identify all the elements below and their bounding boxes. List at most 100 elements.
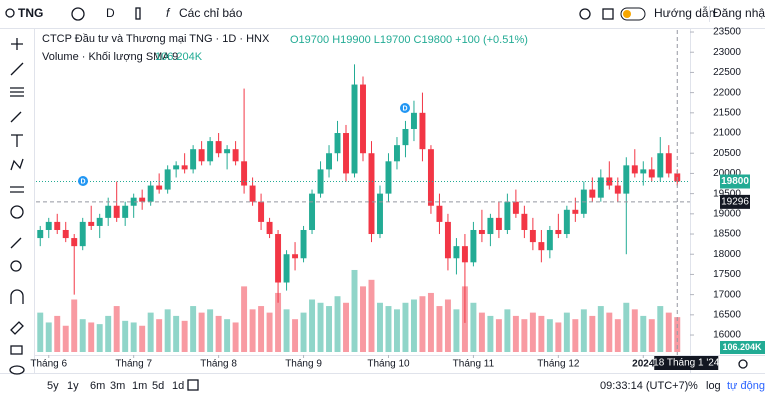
volume-bar: [580, 309, 587, 352]
volume-bar: [309, 299, 316, 352]
price-tick-label: 17500: [713, 269, 741, 280]
candle-body: [402, 128, 409, 146]
candle-body: [419, 112, 426, 150]
price-tick-label: 21000: [713, 128, 741, 139]
range-button[interactable]: 1d: [172, 380, 184, 392]
ruler-tool[interactable]: [10, 237, 22, 249]
candle-body: [614, 185, 621, 194]
candle-body: [512, 201, 519, 214]
magnet-tool[interactable]: [10, 289, 24, 304]
price-tick-label: 16000: [713, 330, 741, 341]
auto-toggle[interactable]: tự động: [727, 380, 765, 392]
range-button[interactable]: 1y: [67, 380, 79, 392]
volume-bar: [606, 312, 613, 352]
visibility-tool[interactable]: [9, 365, 25, 375]
candle-body: [317, 169, 324, 194]
volume-bar: [394, 309, 400, 352]
add-icon[interactable]: [71, 7, 85, 21]
volume-bar: [410, 299, 417, 352]
price-tick-label: 19500: [713, 188, 741, 199]
lock-tool[interactable]: [10, 345, 23, 355]
price-tick-label: 16500: [713, 309, 741, 320]
volume-bar: [283, 309, 290, 352]
crosshair-price-label: 19296: [721, 197, 749, 208]
emoji-tool[interactable]: [10, 205, 24, 219]
volume-bar: [300, 312, 307, 352]
plot: 16000 16500 17000 17500 18000 18500 19000 19500…: [30, 27, 765, 370]
range-button[interactable]: 5y: [47, 380, 59, 392]
candle-body: [648, 169, 655, 178]
search-icon[interactable]: [5, 8, 15, 18]
guide[interactable]: Hướng dẫn: [654, 5, 715, 20]
lock-draw-tool[interactable]: [10, 321, 24, 335]
candle-body: [232, 149, 239, 162]
price-tick-label: 23500: [713, 27, 741, 38]
volume-bar: [343, 302, 349, 352]
volume-bar: [266, 312, 273, 352]
candle-body: [88, 221, 95, 226]
range-button[interactable]: 1m: [132, 380, 147, 392]
indicators[interactable]: Các chỉ báo: [179, 6, 243, 20]
time-tick-label: Tháng 12: [537, 359, 580, 370]
candle-body: [657, 153, 664, 178]
brush-tool[interactable]: [10, 111, 22, 123]
price-tick-label: 21500: [713, 107, 741, 118]
log-toggle[interactable]: log: [706, 380, 721, 392]
volume-bar: [385, 306, 392, 352]
crosshair-tool[interactable]: [11, 38, 23, 50]
interval[interactable]: D: [106, 6, 115, 20]
line-tool[interactable]: [10, 62, 24, 76]
time-tick-label: Tháng 11: [453, 359, 495, 370]
chart-type-icon[interactable]: [135, 7, 141, 20]
range-button[interactable]: 3m: [110, 380, 125, 392]
volume-value: 106.204K: [155, 51, 203, 63]
candle-body: [470, 229, 477, 263]
candle-body: [368, 153, 375, 235]
price-tick-label: 20000: [713, 168, 741, 179]
volume-bar: [529, 312, 536, 352]
volume-bar: [334, 296, 341, 352]
volume-bar: [623, 302, 630, 352]
volume-bar: [555, 322, 562, 352]
volume-bar: [45, 322, 52, 352]
price-tick-label: 22000: [713, 87, 741, 98]
volume-bar: [181, 320, 188, 352]
candle-body: [394, 145, 400, 162]
volume-bar: [436, 306, 443, 352]
symbol[interactable]: TNG: [18, 6, 43, 20]
volume-bar: [538, 315, 545, 352]
fib-tool[interactable]: [10, 87, 24, 97]
volume-bar: [198, 312, 205, 352]
range-button[interactable]: 5d: [152, 380, 164, 392]
login[interactable]: Đăng nhập: [713, 6, 765, 20]
date-range-icon[interactable]: [187, 379, 199, 391]
candle-body: [130, 197, 137, 206]
dividend-marker[interactable]: [78, 176, 88, 186]
range-button[interactable]: 6m: [90, 380, 105, 392]
zoom-tool[interactable]: [10, 260, 22, 272]
volume-bar: [241, 286, 248, 352]
dividend-marker-label: D: [402, 105, 407, 112]
axis-settings-icon[interactable]: [738, 359, 748, 369]
fullscreen-icon[interactable]: [602, 8, 614, 20]
text-tool[interactable]: [11, 134, 23, 147]
prediction-tool[interactable]: [10, 186, 24, 193]
pattern-tool[interactable]: [10, 158, 24, 171]
settings-icon[interactable]: [579, 8, 591, 20]
candle-body: [79, 221, 86, 247]
percent-toggle[interactable]: %: [688, 380, 698, 392]
volume-bar: [546, 319, 553, 352]
dividend-marker[interactable]: [400, 103, 410, 113]
candle-body: [427, 149, 434, 206]
candle-body: [258, 201, 265, 222]
candle-body: [487, 217, 494, 235]
volume-bar: [96, 324, 103, 352]
volume-bar: [317, 302, 324, 352]
candle-body: [292, 254, 299, 259]
candle-body: [623, 165, 630, 194]
volume-bar: [648, 319, 655, 352]
ohlc-legend: O19700 H19900 L19700 C19800 +100 (+0.51%…: [290, 34, 528, 46]
volume-bar: [88, 322, 95, 352]
volume-bar: [232, 322, 239, 352]
